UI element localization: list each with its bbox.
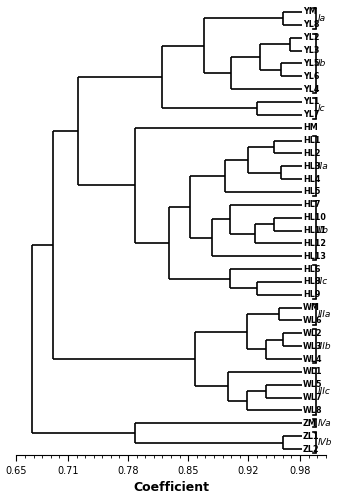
Text: YL3: YL3: [303, 46, 319, 55]
Text: HL5: HL5: [303, 188, 320, 196]
Text: IIIa: IIIa: [318, 310, 331, 318]
Text: Ib: Ib: [318, 59, 326, 68]
Text: WL8: WL8: [303, 406, 323, 415]
Text: WL1: WL1: [303, 368, 323, 376]
Text: IVb: IVb: [318, 438, 332, 447]
Text: WL2: WL2: [303, 329, 323, 338]
Text: IVa: IVa: [318, 419, 331, 428]
Text: IIIc: IIIc: [318, 386, 331, 396]
Text: YL7: YL7: [303, 110, 319, 120]
Text: ZM: ZM: [303, 419, 317, 428]
Text: HM: HM: [303, 123, 318, 132]
Text: YL4: YL4: [303, 84, 319, 94]
Text: HL2: HL2: [303, 149, 321, 158]
X-axis label: Coefficient: Coefficient: [133, 482, 209, 494]
Text: YL8: YL8: [303, 20, 320, 30]
Text: WL5: WL5: [303, 380, 323, 390]
Text: ZL2: ZL2: [303, 444, 320, 454]
Text: HL11: HL11: [303, 226, 326, 235]
Text: HL1: HL1: [303, 136, 320, 145]
Text: HL7: HL7: [303, 200, 320, 209]
Text: WL7: WL7: [303, 393, 323, 402]
Text: HL3: HL3: [303, 162, 320, 170]
Text: WL6: WL6: [303, 316, 323, 325]
Text: IIa: IIa: [318, 162, 328, 170]
Text: HL12: HL12: [303, 239, 326, 248]
Text: HL9: HL9: [303, 290, 320, 300]
Text: YL2: YL2: [303, 33, 320, 42]
Text: YM: YM: [303, 8, 317, 16]
Text: Ic: Ic: [318, 104, 325, 113]
Text: ZL1: ZL1: [303, 432, 320, 440]
Text: IIb: IIb: [318, 226, 329, 235]
Text: HL10: HL10: [303, 213, 326, 222]
Text: HL4: HL4: [303, 174, 320, 184]
Text: WM: WM: [303, 303, 320, 312]
Text: Ia: Ia: [318, 14, 326, 23]
Text: YL6: YL6: [303, 72, 319, 81]
Text: YL1: YL1: [303, 98, 319, 106]
Text: IIc: IIc: [318, 278, 328, 286]
Text: YL5: YL5: [303, 59, 319, 68]
Text: HL6: HL6: [303, 264, 320, 274]
Text: HL8: HL8: [303, 278, 321, 286]
Text: WL4: WL4: [303, 354, 323, 364]
Text: HL13: HL13: [303, 252, 326, 260]
Text: WL3: WL3: [303, 342, 323, 350]
Text: IIIb: IIIb: [318, 342, 331, 350]
